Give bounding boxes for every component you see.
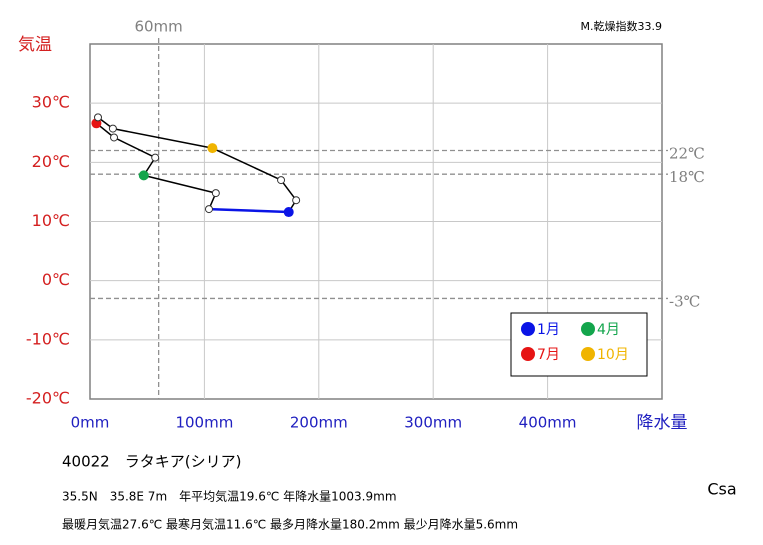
legend-label: 10月 [597, 347, 629, 363]
y-tick-label: -10℃ [26, 329, 70, 348]
legend-label: 4月 [597, 322, 620, 338]
legend-marker [581, 347, 595, 361]
legend-marker [521, 347, 535, 361]
climate-segment [208, 207, 289, 214]
station: 40022 ラタキア(シリア) [62, 453, 241, 471]
legend-label: 1月 [537, 322, 560, 338]
legend-box [510, 312, 648, 377]
month-point [283, 207, 294, 218]
climate-segment [143, 174, 217, 194]
x-tick-label: 200mm [290, 414, 348, 432]
y-axis-label: 気温 [18, 35, 52, 55]
legend-marker [521, 322, 535, 336]
legend-label: 7月 [537, 347, 560, 363]
climate-segment [113, 136, 156, 159]
info-line: 35.5N 35.8E 7m 年平均気温19.6℃ 年降水量1003.9mm [62, 489, 397, 504]
month-point [151, 153, 160, 162]
x-axis-label: 降水量 [637, 413, 688, 433]
y-tick-label: -20℃ [26, 389, 70, 408]
y-tick-label: 0℃ [42, 270, 70, 289]
y-tick-label: 10℃ [32, 211, 70, 230]
index-label: M.乾燥指数33.9 [581, 19, 662, 33]
month-point [211, 189, 220, 198]
reference-label: -3℃ [669, 292, 700, 310]
climate-class: Csa [707, 480, 736, 499]
month-point [94, 113, 103, 122]
reference-label: 22℃ [669, 145, 705, 163]
climate-segment [112, 127, 213, 149]
reference-label: 60mm [134, 18, 182, 36]
y-tick-label: 30℃ [32, 93, 70, 112]
month-point [138, 170, 149, 181]
month-point [108, 124, 117, 133]
climate-segment [212, 147, 282, 181]
month-point [207, 143, 218, 154]
x-tick-label: 300mm [404, 414, 462, 432]
climate-segment [280, 179, 297, 201]
y-tick-label: 20℃ [32, 152, 70, 171]
info-line: 最暖月気温27.6℃ 最寒月気温11.6℃ 最多月降水量180.2mm 最少月降… [62, 517, 518, 532]
reference-label: 18℃ [669, 168, 705, 186]
month-point [277, 176, 286, 185]
month-point [110, 133, 119, 142]
x-tick-label: 400mm [519, 414, 577, 432]
month-point [292, 196, 301, 205]
month-point [204, 205, 213, 214]
x-tick-label: 100mm [175, 414, 233, 432]
legend-marker [581, 322, 595, 336]
x-tick-label: 0mm [71, 414, 110, 432]
